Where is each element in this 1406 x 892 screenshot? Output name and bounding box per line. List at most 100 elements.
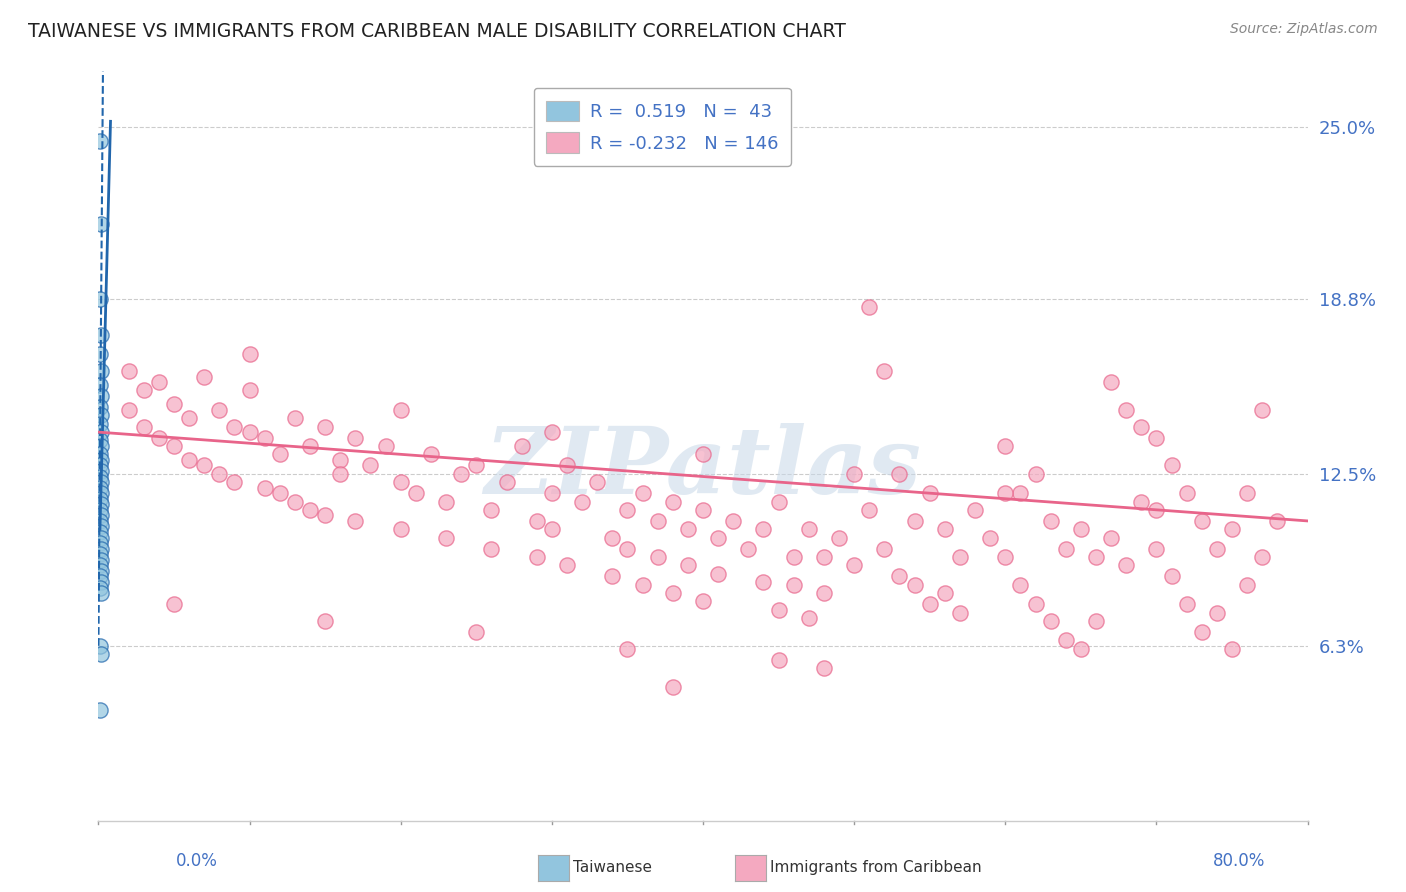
Point	[918, 486, 941, 500]
Point	[692, 447, 714, 461]
Point	[89, 400, 111, 414]
Point	[723, 514, 745, 528]
Point	[994, 439, 1017, 453]
Point	[1191, 624, 1213, 639]
Text: 0.0%: 0.0%	[176, 852, 218, 870]
Point	[1130, 494, 1153, 508]
Point	[420, 447, 443, 461]
Point	[118, 364, 141, 378]
Point	[813, 661, 835, 675]
Point	[676, 558, 699, 573]
Point	[571, 494, 593, 508]
Point	[90, 508, 112, 523]
Point	[797, 611, 820, 625]
Point	[269, 447, 291, 461]
Point	[1220, 641, 1243, 656]
Point	[540, 522, 562, 536]
Point	[858, 503, 880, 517]
Point	[1010, 486, 1032, 500]
Point	[540, 486, 562, 500]
Point	[631, 578, 654, 592]
Point	[224, 419, 246, 434]
Point	[89, 447, 111, 461]
Point	[344, 431, 367, 445]
Point	[89, 581, 111, 595]
Point	[389, 475, 412, 489]
Point	[389, 522, 412, 536]
Point	[163, 397, 186, 411]
Point	[284, 411, 307, 425]
Point	[1191, 514, 1213, 528]
Point	[1054, 541, 1077, 556]
Point	[89, 481, 111, 495]
Point	[918, 597, 941, 611]
Point	[631, 486, 654, 500]
Point	[89, 458, 111, 473]
Point	[89, 292, 111, 306]
Point	[329, 453, 352, 467]
Point	[1085, 614, 1108, 628]
Point	[89, 524, 111, 539]
Point	[1130, 419, 1153, 434]
Point	[1236, 486, 1258, 500]
Point	[269, 486, 291, 500]
Point	[89, 558, 111, 573]
Point	[90, 564, 112, 578]
Point	[314, 614, 336, 628]
Point	[90, 519, 112, 533]
Point	[90, 425, 112, 439]
Point	[540, 425, 562, 439]
Point	[89, 347, 111, 361]
Point	[647, 549, 669, 564]
Point	[616, 503, 638, 517]
Point	[949, 549, 972, 564]
Point	[360, 458, 382, 473]
Point	[179, 411, 201, 425]
Point	[1175, 486, 1198, 500]
Point	[616, 641, 638, 656]
Point	[89, 547, 111, 561]
Point	[707, 531, 730, 545]
Point	[555, 558, 578, 573]
Point	[329, 467, 352, 481]
Point	[89, 378, 111, 392]
Point	[90, 409, 112, 423]
Point	[1220, 522, 1243, 536]
Point	[1115, 558, 1137, 573]
Point	[90, 439, 112, 453]
Point	[873, 364, 896, 378]
Point	[1024, 597, 1046, 611]
Point	[148, 375, 170, 389]
Point	[1206, 606, 1229, 620]
Point	[481, 541, 503, 556]
Point	[661, 494, 683, 508]
Point	[434, 531, 457, 545]
Point	[193, 458, 215, 473]
Point	[1144, 503, 1167, 517]
Point	[813, 586, 835, 600]
Point	[752, 522, 775, 536]
Point	[768, 494, 790, 508]
Point	[90, 328, 112, 343]
Point	[90, 497, 112, 511]
Point	[844, 467, 866, 481]
Point	[89, 491, 111, 506]
Point	[1054, 633, 1077, 648]
Point	[1099, 375, 1122, 389]
Point	[90, 574, 112, 589]
Point	[89, 569, 111, 583]
Point	[602, 569, 624, 583]
Point	[602, 531, 624, 545]
Point	[692, 503, 714, 517]
Point	[284, 494, 307, 508]
Point	[193, 369, 215, 384]
Point	[465, 624, 488, 639]
Point	[90, 553, 112, 567]
Point	[1115, 403, 1137, 417]
Text: 80.0%: 80.0%	[1213, 852, 1265, 870]
Point	[768, 653, 790, 667]
Point	[555, 458, 578, 473]
Text: ZIPatlas: ZIPatlas	[485, 424, 921, 514]
Point	[873, 541, 896, 556]
Point	[586, 475, 609, 489]
